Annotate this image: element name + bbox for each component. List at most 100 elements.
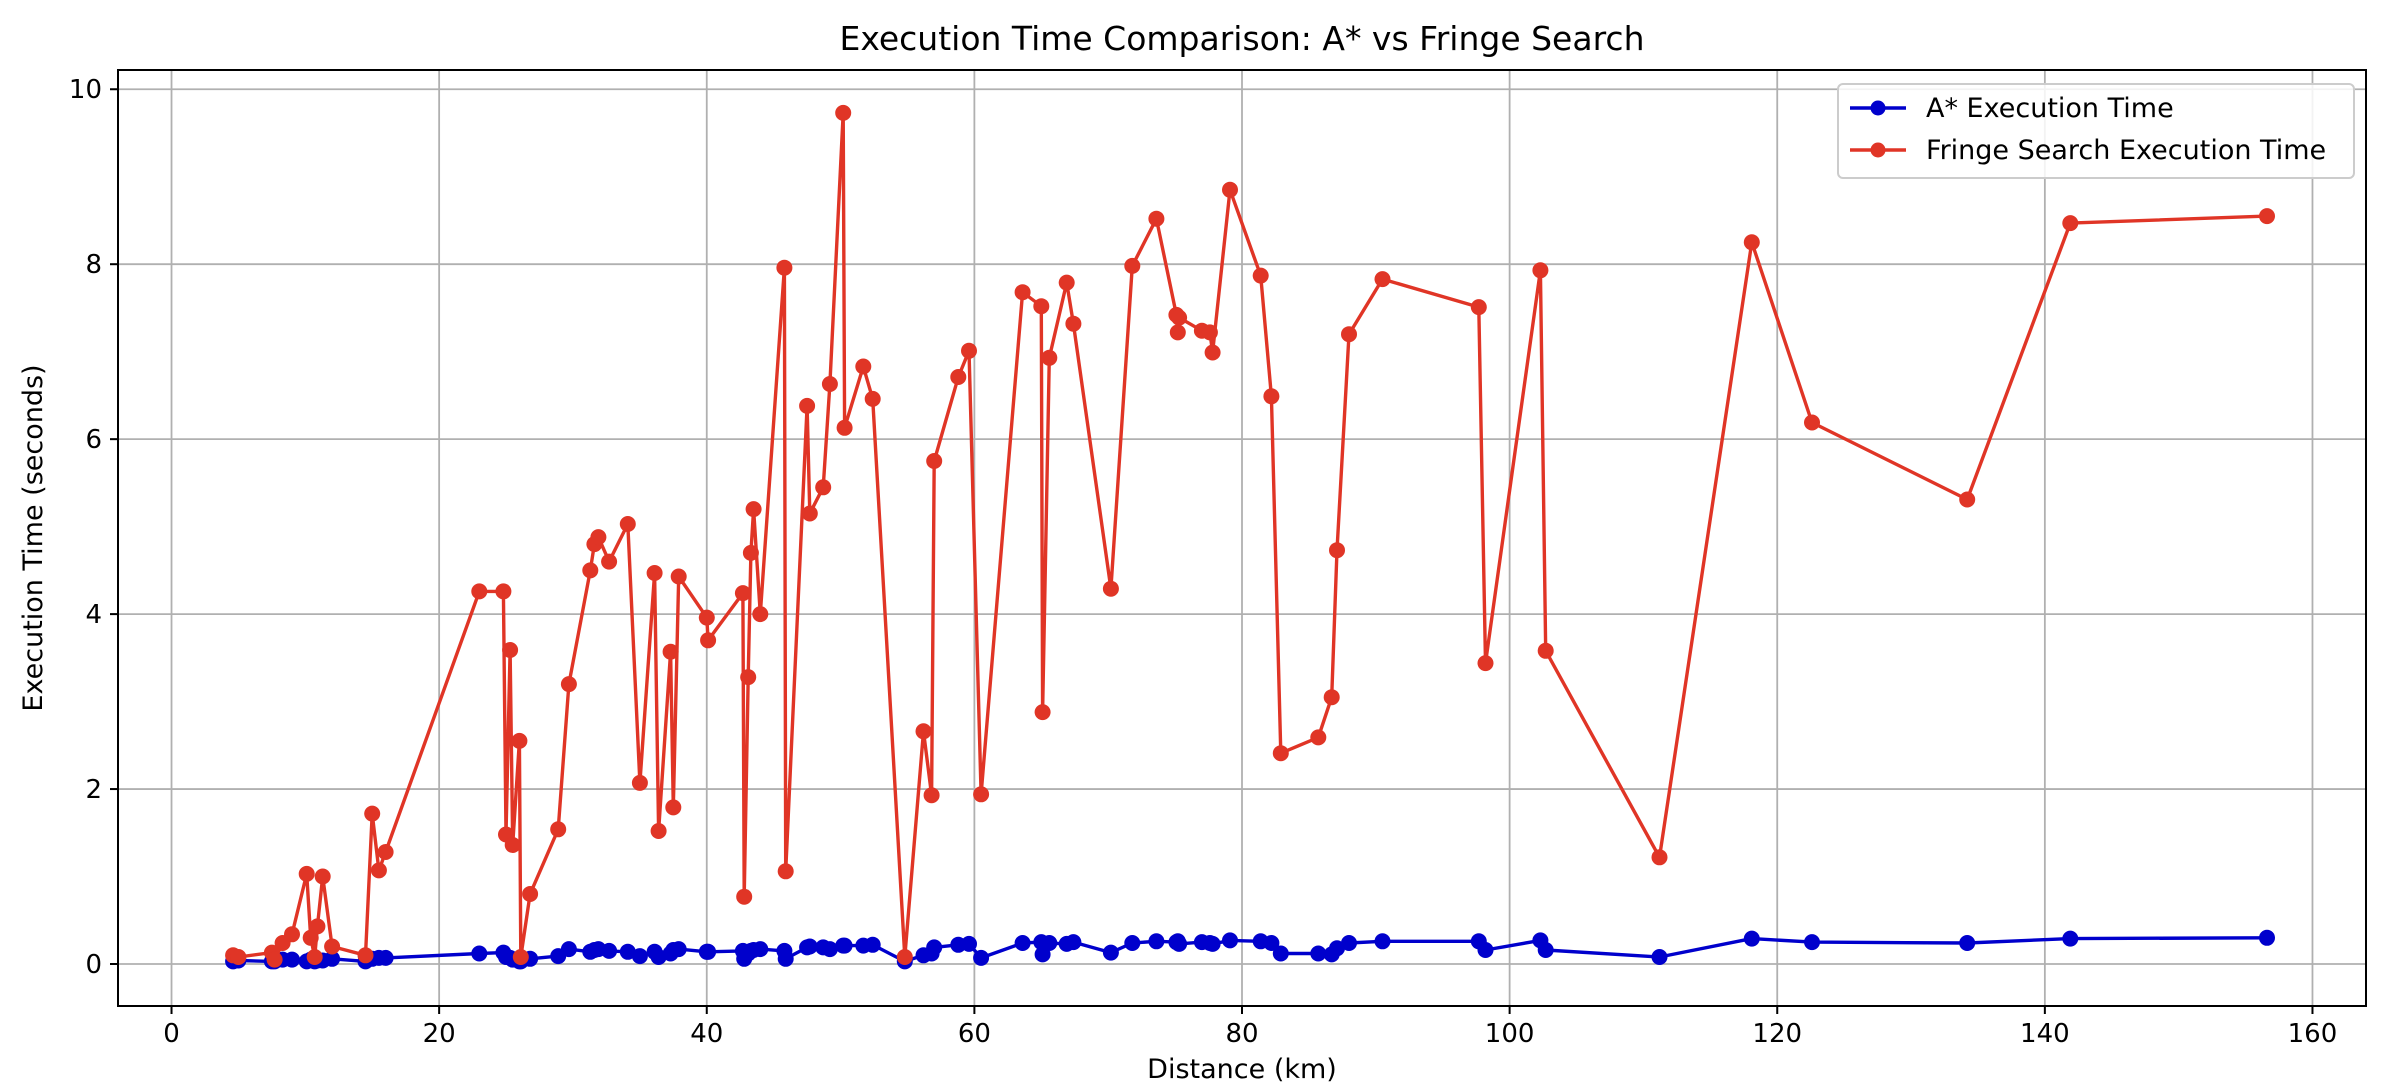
data-point-series-1 xyxy=(1537,642,1554,659)
x-tick-label: 140 xyxy=(2020,1019,2070,1049)
data-point-series-1 xyxy=(314,868,331,885)
data-point-series-1 xyxy=(835,104,852,121)
data-point-series-1 xyxy=(855,358,872,375)
data-point-series-1 xyxy=(777,863,794,880)
data-point-series-1 xyxy=(1124,257,1141,274)
data-point-series-0 xyxy=(1272,945,1289,962)
data-point-series-1 xyxy=(1201,324,1218,341)
data-point-series-1 xyxy=(1033,298,1050,315)
data-point-series-1 xyxy=(284,926,300,943)
data-point-series-1 xyxy=(512,949,529,965)
legend-marker-fringe xyxy=(1870,142,1886,158)
data-point-series-1 xyxy=(1310,729,1327,746)
series-layer xyxy=(225,104,2275,970)
data-point-series-1 xyxy=(801,505,818,522)
data-point-series-1 xyxy=(324,938,341,955)
data-point-series-1 xyxy=(1065,315,1082,332)
data-point-series-1 xyxy=(1034,704,1051,721)
data-point-series-1 xyxy=(502,642,519,658)
data-point-series-0 xyxy=(1041,935,1058,951)
legend-item-astar: A* Execution Time xyxy=(1850,93,2174,124)
data-point-series-0 xyxy=(619,943,636,960)
data-point-series-1 xyxy=(309,918,326,935)
x-tick-label: 80 xyxy=(1225,1019,1258,1049)
data-point-series-1 xyxy=(298,865,315,882)
y-tick-label: 8 xyxy=(85,250,102,280)
data-point-series-0 xyxy=(471,945,488,962)
x-tick-label: 20 xyxy=(423,1019,456,1049)
data-point-series-1 xyxy=(1252,267,1269,284)
data-point-series-1 xyxy=(1263,388,1280,405)
x-tick-label: 60 xyxy=(958,1019,991,1049)
data-point-series-0 xyxy=(631,948,648,965)
y-tick-label: 0 xyxy=(85,950,102,980)
data-point-series-0 xyxy=(836,937,853,954)
data-point-series-1 xyxy=(1341,326,1357,343)
data-point-series-0 xyxy=(752,941,769,958)
data-point-series-0 xyxy=(926,939,943,956)
data-point-series-1 xyxy=(1169,324,1186,341)
data-point-series-1 xyxy=(646,565,663,581)
data-point-series-1 xyxy=(836,419,853,436)
data-point-series-0 xyxy=(1804,934,1820,951)
data-point-series-0 xyxy=(377,949,394,966)
data-point-series-1 xyxy=(650,823,667,839)
data-point-series-0 xyxy=(1263,935,1280,951)
data-point-series-1 xyxy=(864,390,881,407)
chart-title: Execution Time Comparison: A* vs Fringe … xyxy=(840,19,1645,58)
data-point-series-1 xyxy=(1532,262,1549,279)
data-point-series-1 xyxy=(230,949,247,965)
data-point-series-1 xyxy=(815,479,832,496)
legend-box xyxy=(1837,83,2355,179)
data-point-series-1 xyxy=(1374,271,1391,288)
y-tick-label: 4 xyxy=(85,600,102,630)
data-point-series-0 xyxy=(2062,930,2079,947)
data-point-series-1 xyxy=(799,397,816,414)
y-tick-label: 2 xyxy=(85,775,102,805)
data-point-series-1 xyxy=(1804,414,1820,431)
data-point-series-1 xyxy=(1041,349,1058,366)
data-point-series-0 xyxy=(973,949,990,966)
data-point-series-1 xyxy=(1743,234,1760,251)
data-point-series-1 xyxy=(2259,208,2275,225)
data-point-series-1 xyxy=(631,774,648,791)
data-point-series-1 xyxy=(742,544,759,561)
y-tick-label: 10 xyxy=(69,75,102,105)
data-point-series-0 xyxy=(961,935,977,952)
data-point-series-1 xyxy=(1477,655,1494,672)
data-point-series-1 xyxy=(1204,344,1221,361)
data-point-series-1 xyxy=(950,369,967,385)
data-point-series-0 xyxy=(1014,935,1031,951)
data-point-series-1 xyxy=(896,949,913,965)
x-tick-label: 40 xyxy=(690,1019,723,1049)
data-point-series-1 xyxy=(1323,689,1340,706)
data-point-series-0 xyxy=(1148,933,1165,950)
data-point-series-1 xyxy=(1014,284,1031,301)
data-point-series-1 xyxy=(511,732,528,749)
data-point-series-1 xyxy=(1102,580,1119,597)
data-point-series-1 xyxy=(926,453,943,469)
data-point-series-0 xyxy=(1102,944,1119,961)
axis-ticks: 0 20 40 60 80 100 120 140 160 0 2 4 6 8 10 xyxy=(69,75,2337,1049)
data-point-series-0 xyxy=(1065,934,1082,951)
data-point-series-1 xyxy=(495,583,512,600)
data-point-series-1 xyxy=(550,821,567,838)
data-point-series-0 xyxy=(1477,942,1494,958)
legend-label-astar: A* Execution Time xyxy=(1926,93,2174,124)
data-point-series-0 xyxy=(1341,935,1357,951)
data-point-series-0 xyxy=(1959,935,1976,951)
data-point-series-1 xyxy=(915,723,932,740)
plot-frame xyxy=(117,69,2367,1007)
data-point-series-1 xyxy=(700,632,717,649)
data-point-series-1 xyxy=(752,606,769,623)
data-point-series-1 xyxy=(665,799,682,816)
x-tick-label: 120 xyxy=(1752,1019,1802,1049)
data-point-series-1 xyxy=(582,562,599,579)
x-tick-label: 100 xyxy=(1485,1019,1535,1049)
series-line-1 xyxy=(232,111,2268,962)
data-point-series-1 xyxy=(377,844,394,860)
data-point-series-1 xyxy=(821,376,838,392)
data-point-series-0 xyxy=(650,949,667,965)
data-point-series-1 xyxy=(370,862,387,879)
